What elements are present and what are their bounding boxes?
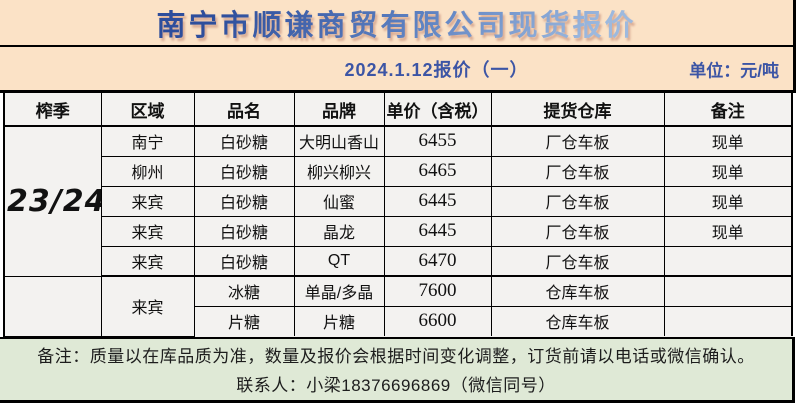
cell-warehouse: 厂仓车板 [490, 125, 665, 157]
cell-price: 6445 [383, 215, 492, 247]
cell-note: 现单 [663, 215, 793, 247]
col-header-product: 品名 [193, 93, 295, 127]
cell-note: 现单 [663, 125, 793, 157]
cell-product: 片糖 [193, 305, 295, 336]
unit-label: 单位：元/吨 [689, 61, 779, 80]
cell-brand: 单晶/多晶 [293, 275, 385, 307]
col-header-note: 备注 [663, 93, 793, 127]
cell-product: 白砂糖 [193, 215, 295, 247]
remarks-line: 备注：质量以在库品质为准，数量及报价会根据时间变化调整，订货前请以电话或微信确认… [37, 347, 755, 366]
quote-date-label: 2024.1.12报价（一） [344, 59, 529, 80]
table-row: 来宾 白砂糖 QT 6470 厂仓车板 [4, 245, 793, 277]
col-header-brand: 品牌 [293, 93, 385, 127]
cell-region: 来宾 [100, 275, 195, 337]
table-row: 来宾 冰糖 单晶/多晶 7600 仓库车板 [3, 275, 793, 337]
cell-brand: 柳兴柳兴 [293, 155, 385, 187]
cell-brand: 仙蜜 [293, 185, 385, 217]
cell-region: 来宾 [100, 245, 195, 277]
cell-brand: 晶龙 [293, 215, 385, 247]
cell-price: 6470 [383, 245, 492, 277]
cell-note: 现单 [663, 185, 793, 217]
cell-region: 来宾 [100, 185, 195, 217]
cell-product: 冰糖 [193, 275, 295, 307]
cell-warehouse: 厂仓车板 [490, 185, 665, 217]
cell-note: 现单 [663, 155, 793, 187]
season-cell [3, 275, 102, 337]
cell-brand: 大明山香山 [293, 125, 385, 157]
cell-warehouse: 厂仓车板 [490, 155, 665, 187]
season-cell: 23/24 [3, 125, 102, 277]
cell-product: 白砂糖 [193, 185, 295, 217]
cell-note [663, 305, 793, 336]
col-header-region: 区域 [100, 93, 195, 127]
header-row: 榨季 区域 品名 品牌 单价（含税） 提货仓库 备注 [3, 93, 793, 127]
col-header-season: 榨季 [3, 93, 102, 127]
cell-note [663, 245, 793, 277]
cell-price: 6600 [383, 305, 492, 336]
cell-price: 6445 [383, 185, 492, 217]
table-row: 来宾 白砂糖 晶龙 6445 厂仓车板 现单 [4, 215, 793, 247]
cell-price: 7600 [383, 275, 492, 307]
cell-brand: 片糖 [293, 305, 385, 336]
cell-note [663, 275, 793, 307]
table-row: 来宾 白砂糖 仙蜜 6445 厂仓车板 现单 [4, 185, 793, 217]
title-band: 南宁市顺谦商贸有限公司现货报价 [0, 0, 796, 47]
cell-warehouse: 厂仓车板 [490, 245, 665, 277]
cell-region: 南宁 [100, 125, 195, 157]
col-header-price: 单价（含税） [383, 93, 492, 127]
cell-warehouse: 厂仓车板 [490, 215, 665, 247]
cell-warehouse: 仓库车板 [490, 275, 665, 307]
contact-line: 联系人：小梁18376696869（微信同号） [236, 376, 556, 395]
col-header-warehouse: 提货仓库 [490, 93, 665, 127]
cell-warehouse: 仓库车板 [490, 305, 665, 336]
cell-product: 白砂糖 [193, 125, 295, 157]
cell-region: 柳州 [100, 155, 195, 187]
cell-product: 白砂糖 [193, 155, 295, 187]
subheader-band: 2024.1.12报价（一） 单位：元/吨 [0, 47, 796, 93]
table-row: 片糖 片糖 6600 仓库车板 [4, 305, 793, 336]
table-row: 柳州 白砂糖 柳兴柳兴 6465 厂仓车板 现单 [4, 155, 793, 187]
table-row: 23/24 南宁 白砂糖 大明山香山 6455 厂仓车板 现单 [3, 125, 793, 277]
cell-brand: QT [293, 245, 385, 277]
cell-price: 6465 [383, 155, 492, 187]
price-table: 榨季 区域 品名 品牌 单价（含税） 提货仓库 备注 23/24 南宁 白砂糖 … [3, 93, 793, 337]
cell-price: 6455 [383, 125, 492, 157]
cell-region: 来宾 [100, 215, 195, 247]
remarks-footer: 备注：质量以在库品质为准，数量及报价会根据时间变化调整，订货前请以电话或微信确认… [0, 336, 795, 403]
company-title: 南宁市顺谦商贸有限公司现货报价 [156, 2, 636, 44]
cell-product: 白砂糖 [193, 245, 295, 277]
